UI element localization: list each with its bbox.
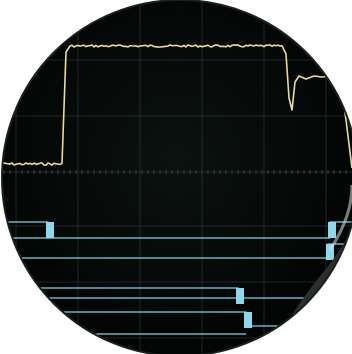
logic-transition bbox=[328, 222, 336, 238]
logic-transition bbox=[236, 288, 244, 304]
logic-traces bbox=[2, 221, 352, 335]
logic-transition bbox=[244, 312, 252, 328]
analog-trace bbox=[2, 44, 352, 169]
logic-transition bbox=[326, 244, 334, 260]
logic-transition bbox=[46, 222, 54, 238]
